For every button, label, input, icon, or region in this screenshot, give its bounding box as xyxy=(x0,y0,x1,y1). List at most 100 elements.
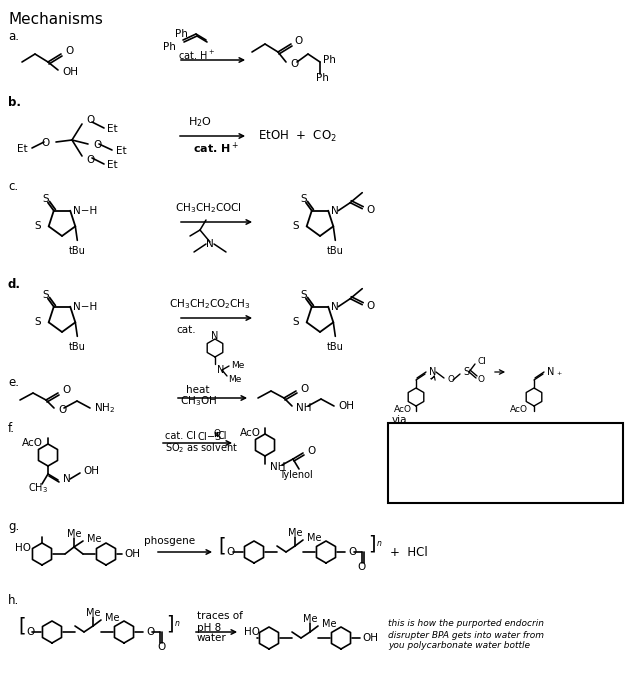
Text: S: S xyxy=(463,367,469,377)
Text: AcO: AcO xyxy=(510,404,528,413)
Text: tBu: tBu xyxy=(69,246,86,256)
Text: AcO: AcO xyxy=(394,404,412,413)
Text: cat. Cl: cat. Cl xyxy=(165,431,196,441)
Text: EtOH  +  CO$_2$: EtOH + CO$_2$ xyxy=(258,128,337,144)
Text: CH$_3$CH$_2$COCl: CH$_3$CH$_2$COCl xyxy=(174,201,241,215)
Text: Et: Et xyxy=(107,160,118,170)
Text: O: O xyxy=(213,429,220,438)
Text: phosgene: phosgene xyxy=(144,536,196,546)
Text: O: O xyxy=(348,547,356,557)
Text: O: O xyxy=(366,205,374,215)
Text: N: N xyxy=(429,367,436,377)
Text: O: O xyxy=(447,376,454,385)
Text: tBu: tBu xyxy=(327,246,344,256)
Text: S: S xyxy=(42,291,49,300)
Text: S: S xyxy=(292,222,298,231)
Text: O: O xyxy=(65,46,73,56)
Text: NH: NH xyxy=(296,403,312,413)
Text: Et: Et xyxy=(116,146,127,156)
Text: S: S xyxy=(34,222,41,231)
Text: AcO: AcO xyxy=(240,428,261,438)
Text: Me: Me xyxy=(228,374,241,383)
Text: Me: Me xyxy=(307,533,322,543)
Text: g.: g. xyxy=(8,520,19,533)
Text: $^+$: $^+$ xyxy=(555,371,563,379)
Text: N: N xyxy=(331,206,339,215)
Text: S: S xyxy=(292,317,298,328)
Text: Me: Me xyxy=(231,360,245,369)
Text: S: S xyxy=(42,194,49,204)
Text: S: S xyxy=(34,317,41,328)
Text: via: via xyxy=(392,415,408,425)
Text: O: O xyxy=(290,59,298,69)
Text: O: O xyxy=(86,155,94,165)
Text: O: O xyxy=(307,446,315,456)
Text: O: O xyxy=(26,627,34,637)
Text: f.: f. xyxy=(8,422,15,435)
Text: Cl: Cl xyxy=(477,356,486,365)
Text: SO$_2$ as solvent: SO$_2$ as solvent xyxy=(165,441,238,455)
Text: O: O xyxy=(42,138,50,148)
Text: O: O xyxy=(146,627,154,637)
Text: CH$_3$OH: CH$_3$OH xyxy=(179,394,216,408)
Text: CH$_3$CH$_2$CO$_2$CH$_3$: CH$_3$CH$_2$CO$_2$CH$_3$ xyxy=(169,297,251,311)
Text: Me: Me xyxy=(322,619,337,629)
Text: b.: b. xyxy=(8,96,21,109)
Text: Tylenol: Tylenol xyxy=(279,470,313,480)
Text: O: O xyxy=(294,36,302,46)
Text: NH$_2$: NH$_2$ xyxy=(94,401,115,415)
Text: cat.: cat. xyxy=(176,325,196,335)
Text: Ph: Ph xyxy=(175,29,188,39)
Text: O: O xyxy=(478,374,485,383)
Text: O: O xyxy=(157,642,165,652)
Text: $_n$: $_n$ xyxy=(174,619,181,629)
Text: N−H: N−H xyxy=(73,302,97,312)
Text: N: N xyxy=(211,331,219,341)
Text: water: water xyxy=(197,633,227,643)
Text: +  HCl: + HCl xyxy=(390,546,428,558)
Text: cat. H$^+$: cat. H$^+$ xyxy=(193,140,239,155)
Text: this is how the purported endocrin: this is how the purported endocrin xyxy=(388,620,544,629)
Text: Me: Me xyxy=(105,613,120,623)
Text: OH: OH xyxy=(83,466,99,476)
Text: O: O xyxy=(62,385,70,395)
Text: c.: c. xyxy=(8,180,18,193)
Text: Me: Me xyxy=(87,534,102,544)
Text: Me: Me xyxy=(86,608,100,618)
Text: Me: Me xyxy=(66,529,82,539)
Text: Ph: Ph xyxy=(316,73,329,83)
Text: Ph: Ph xyxy=(163,42,176,52)
Text: S: S xyxy=(300,194,307,204)
Text: pH 8: pH 8 xyxy=(197,623,221,633)
Text: e.: e. xyxy=(8,376,19,389)
Text: N: N xyxy=(63,474,71,484)
Text: OH: OH xyxy=(362,633,378,643)
Text: tBu: tBu xyxy=(327,342,344,352)
Text: OH: OH xyxy=(338,401,354,411)
Text: Et: Et xyxy=(18,144,28,154)
Text: a.: a. xyxy=(8,30,19,43)
Text: O: O xyxy=(366,300,374,311)
Text: N: N xyxy=(206,239,214,249)
Text: HO: HO xyxy=(244,627,260,637)
Text: Ph: Ph xyxy=(323,55,336,65)
Text: H$_2$O: H$_2$O xyxy=(188,115,212,129)
Text: O: O xyxy=(58,405,66,415)
Text: ]: ] xyxy=(166,615,174,634)
Text: disrupter BPA gets into water from: disrupter BPA gets into water from xyxy=(388,631,544,640)
Text: S: S xyxy=(300,291,307,300)
Text: tBu: tBu xyxy=(69,342,86,352)
Text: CH$_3$: CH$_3$ xyxy=(28,481,48,495)
Text: OH: OH xyxy=(62,67,78,77)
Text: heat: heat xyxy=(186,385,210,395)
Text: Et: Et xyxy=(107,124,118,134)
Text: Me: Me xyxy=(288,528,302,538)
Text: HO: HO xyxy=(15,543,31,553)
Text: N: N xyxy=(331,302,339,312)
Text: cat. H$^+$: cat. H$^+$ xyxy=(177,49,214,61)
Text: N: N xyxy=(547,367,554,377)
Text: Me: Me xyxy=(303,614,317,624)
Text: $_n$: $_n$ xyxy=(376,539,382,549)
Text: AcO: AcO xyxy=(22,438,43,448)
Text: O: O xyxy=(300,384,308,394)
